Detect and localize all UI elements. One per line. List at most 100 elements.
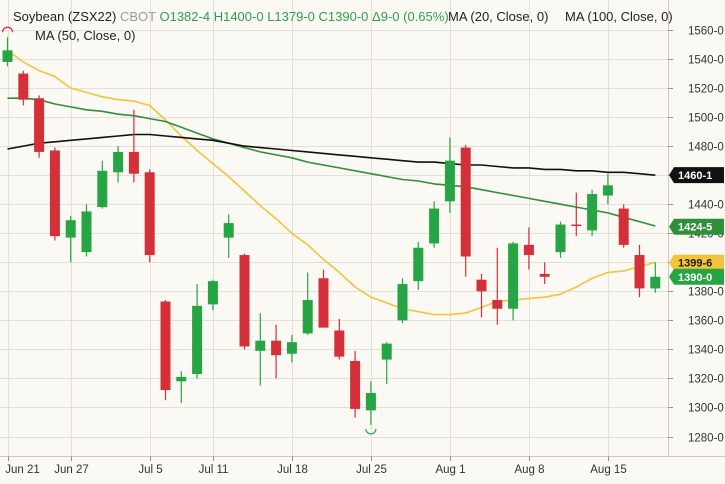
candle-body xyxy=(223,223,234,238)
candle-body xyxy=(207,281,218,305)
candle-body xyxy=(49,150,60,237)
symbol-name: Soybean (ZSX22) xyxy=(13,9,117,24)
candle-body xyxy=(97,170,108,208)
candle-up xyxy=(255,313,266,386)
candle-down xyxy=(350,350,361,418)
candle-down xyxy=(318,269,329,328)
high-low-markers xyxy=(1,26,377,435)
candle-body xyxy=(602,185,613,196)
candle-body xyxy=(587,194,598,231)
tag-background xyxy=(669,254,724,271)
candle-down xyxy=(144,169,155,263)
candle-body xyxy=(18,73,29,100)
candle-up xyxy=(223,214,234,258)
candle-up xyxy=(381,342,392,385)
candlestick-series xyxy=(2,37,661,425)
candle-down xyxy=(492,247,503,325)
candle-body xyxy=(523,244,534,256)
x-tick-label: Jul 18 xyxy=(277,464,308,476)
close-value: C1390-0 xyxy=(318,9,369,24)
candle-body xyxy=(413,247,424,282)
candle-body xyxy=(160,301,171,391)
candle-up xyxy=(81,204,92,257)
low-value: L1379-0 xyxy=(267,9,315,24)
candle-body xyxy=(34,98,45,152)
tag-label: 1460-1 xyxy=(678,170,712,182)
tag-label: 1390-0 xyxy=(678,272,712,284)
last-value-tag: 1390-0 xyxy=(669,268,724,285)
candle-body xyxy=(144,172,155,256)
candle-body xyxy=(460,147,471,257)
candle-down xyxy=(523,227,534,270)
y-tick-label: 1360-0 xyxy=(688,316,724,328)
candle-up xyxy=(602,173,613,205)
candle-body xyxy=(397,284,408,321)
x-axis: Jun 21 Jun 27 Jul 5 Jul 11 Jul 18 Jul 25 Aug 1… xyxy=(5,456,627,476)
candle-body xyxy=(365,392,376,411)
candle-body xyxy=(81,211,92,253)
candle-down xyxy=(160,300,171,401)
x-tick-label: Jul 5 xyxy=(138,464,162,476)
ma100-legend[interactable]: MA (100, Close, 0) xyxy=(565,9,673,24)
candle-body xyxy=(271,340,282,356)
candle-body xyxy=(318,278,329,328)
candle-body xyxy=(634,255,645,289)
candle-body xyxy=(618,208,629,245)
candle-body xyxy=(113,151,124,173)
candle-body xyxy=(381,343,392,360)
candle-down xyxy=(239,253,250,350)
last-value-tag: 1424-5 xyxy=(669,218,724,235)
y-tick-label: 1340-0 xyxy=(688,345,724,357)
candle-down xyxy=(49,147,60,241)
candle-up xyxy=(192,284,203,379)
y-tick-label: 1280-0 xyxy=(688,433,724,445)
candle-down xyxy=(34,95,45,158)
candle-body xyxy=(2,50,13,62)
y-tick-label: 1380-0 xyxy=(688,287,724,299)
ma50-legend[interactable]: MA (50, Close, 0) xyxy=(35,28,136,43)
y-axis: 1560-01540-01520-01500-01480-01460-01440… xyxy=(668,26,724,445)
candle-up xyxy=(650,262,661,293)
change-value: Δ9-0 (0.65%) xyxy=(372,9,449,24)
candle-body xyxy=(539,273,550,277)
candle-body xyxy=(350,361,361,409)
y-tick-label: 1320-0 xyxy=(688,374,724,386)
open-value: O1382-4 xyxy=(159,9,211,24)
candle-up xyxy=(97,160,108,209)
candle-body xyxy=(65,220,76,238)
candle-up xyxy=(113,146,124,183)
candle-up xyxy=(508,241,519,321)
candle-down xyxy=(571,192,582,237)
candle-up xyxy=(302,272,313,335)
candle-body xyxy=(176,376,187,382)
candle-up xyxy=(2,37,13,67)
x-tick-label: Jul 11 xyxy=(199,464,229,476)
candle-body xyxy=(555,224,566,253)
ma50-line xyxy=(7,97,656,227)
candle-body xyxy=(508,243,519,309)
candle-down xyxy=(334,318,345,360)
candle-body xyxy=(302,300,313,334)
candle-up xyxy=(286,334,297,363)
y-tick-label: 1500-0 xyxy=(688,113,724,125)
candle-up xyxy=(207,279,218,311)
last-value-tags: 1460-1 1424-5 1399-6 1390-0 xyxy=(669,167,724,285)
chart-grid xyxy=(0,0,725,457)
x-tick-label: Jun 21 xyxy=(5,464,40,476)
candle-up xyxy=(413,241,424,290)
ma20-line xyxy=(7,49,656,316)
tag-background xyxy=(669,218,724,235)
high-value: H1400-0 xyxy=(213,9,264,24)
candle-up xyxy=(176,371,187,404)
y-tick-label: 1440-0 xyxy=(688,200,724,212)
x-tick-label: Aug 15 xyxy=(590,464,626,476)
candle-body xyxy=(571,224,582,227)
candle-down xyxy=(539,262,550,285)
candle-body xyxy=(334,330,345,357)
x-tick-label: Aug 1 xyxy=(435,464,465,476)
ma20-legend[interactable]: MA (20, Close, 0) xyxy=(448,9,549,24)
exchange-name: CBOT xyxy=(119,9,156,24)
low-marker xyxy=(365,428,377,435)
ma100-line xyxy=(7,133,656,176)
